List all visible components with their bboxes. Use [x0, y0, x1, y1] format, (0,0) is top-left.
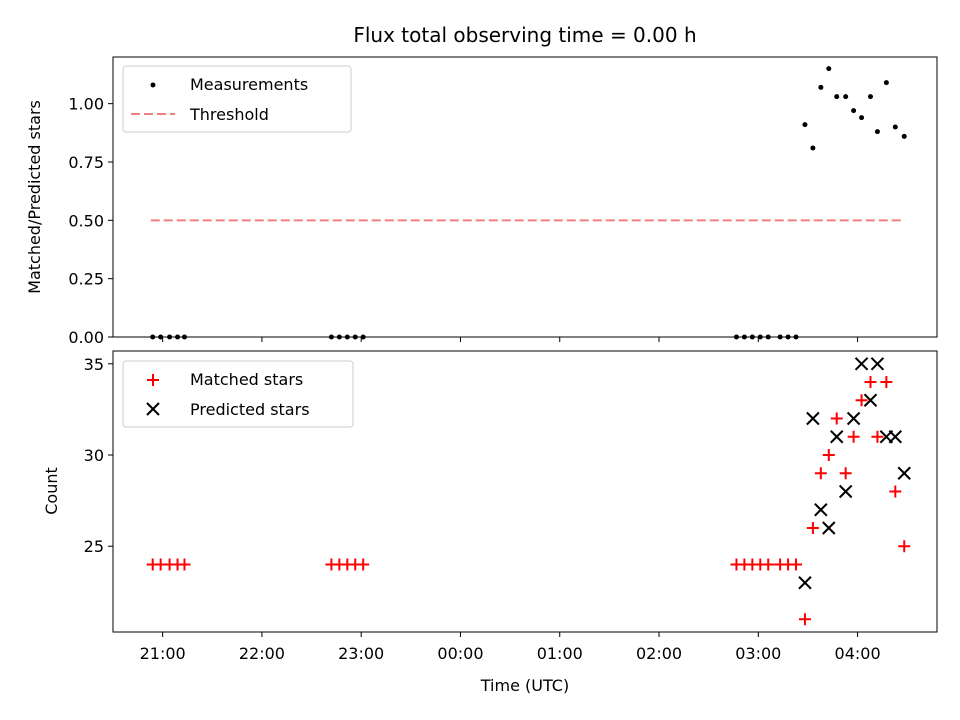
matched-star-point	[830, 412, 843, 425]
measurement-point	[802, 122, 808, 128]
top-legend: Measurements Threshold	[122, 65, 352, 133]
matched-star-point	[178, 558, 191, 571]
predicted-star-point	[814, 503, 828, 517]
matched-star-point	[357, 558, 370, 571]
predicted-star-point	[838, 484, 853, 499]
legend-matched-marker	[147, 374, 159, 386]
measurement-point	[867, 94, 873, 100]
bottom-legend: Matched stars Predicted stars	[122, 360, 354, 428]
top-panel: 0.00 0.25 0.50 0.75 1.00 Matched/Predicted s…	[25, 56, 938, 347]
predicted-star-point	[798, 576, 812, 590]
matched-star-point	[806, 521, 819, 534]
legend-predicted-label: Predicted stars	[190, 400, 310, 419]
matched-star-point	[847, 430, 860, 443]
matched-star-point	[822, 449, 835, 462]
x-tick-label: 02:00	[636, 644, 682, 663]
matched-star-point	[871, 430, 884, 443]
chart-title: Flux total observing time = 0.00 h	[353, 23, 696, 47]
legend-measurements-label: Measurements	[190, 75, 308, 94]
x-tick-label: 22:00	[239, 644, 285, 663]
predicted-star-point	[822, 521, 836, 535]
matched-star-point	[855, 394, 868, 407]
top-legend-box	[122, 65, 352, 133]
bottom-y-tick-label: 35	[84, 355, 104, 374]
x-tick-label: 21:00	[140, 644, 186, 663]
predicted-star-point	[897, 466, 911, 480]
measurement-point	[818, 84, 824, 90]
matched-star-point	[762, 558, 775, 571]
x-tick-label: 23:00	[338, 644, 384, 663]
matched-star-point	[898, 540, 911, 553]
predicted-star-point	[870, 357, 885, 371]
measurement-point	[810, 145, 816, 151]
legend-measurements-marker	[150, 82, 156, 88]
predicted-star-point	[854, 357, 869, 371]
matched-star-point	[814, 467, 827, 480]
x-tick-label: 00:00	[437, 644, 483, 663]
top-y-tick-label: 0.75	[68, 153, 104, 172]
legend-matched-label: Matched stars	[190, 370, 303, 389]
matched-star-point	[839, 467, 852, 480]
measurement-point	[892, 124, 898, 130]
x-tick-label: 04:00	[835, 644, 881, 663]
x-axis-label: Time (UTC)	[480, 676, 569, 695]
top-y-tick-label: 0.25	[68, 270, 104, 289]
top-y-axis-label: Matched/Predicted stars	[25, 100, 44, 294]
measurement-point	[901, 133, 907, 139]
predicted-star-point	[806, 411, 820, 426]
predicted-star-point	[863, 393, 878, 407]
measurement-point	[883, 80, 889, 86]
measurement-point	[826, 66, 832, 72]
top-axes-frame	[112, 56, 938, 338]
bottom-y-tick-label: 25	[84, 537, 104, 556]
matched-star-point	[798, 613, 811, 626]
matched-star-point	[880, 376, 893, 389]
matched-star-point	[889, 485, 902, 498]
predicted-star-point	[888, 430, 903, 444]
bottom-y-axis-label: Count	[42, 467, 61, 515]
measurement-point	[851, 108, 857, 114]
predicted-star-point	[830, 430, 844, 444]
x-tick-label: 01:00	[537, 644, 583, 663]
measurement-point	[834, 94, 840, 100]
measurement-point	[874, 129, 880, 135]
bottom-y-tick-label: 30	[84, 446, 104, 465]
top-y-tick-label: 0.00	[68, 328, 104, 347]
predicted-star-point	[846, 411, 861, 426]
top-y-tick-label: 1.00	[68, 95, 104, 114]
top-y-tick-label: 0.50	[68, 211, 104, 230]
bottom-panel: 25 30 35 21:00 22:00 23:00 00:00 01:00 02:00 03:…	[42, 350, 938, 695]
bottom-axes-frame	[112, 350, 938, 633]
legend-threshold-label: Threshold	[189, 105, 269, 124]
matched-star-point	[864, 376, 877, 389]
bottom-legend-box	[122, 360, 354, 428]
measurement-point	[859, 115, 865, 121]
legend-predicted-marker	[146, 402, 160, 416]
measurement-point	[843, 94, 849, 100]
matched-star-point	[790, 558, 803, 571]
x-tick-label: 03:00	[735, 644, 781, 663]
